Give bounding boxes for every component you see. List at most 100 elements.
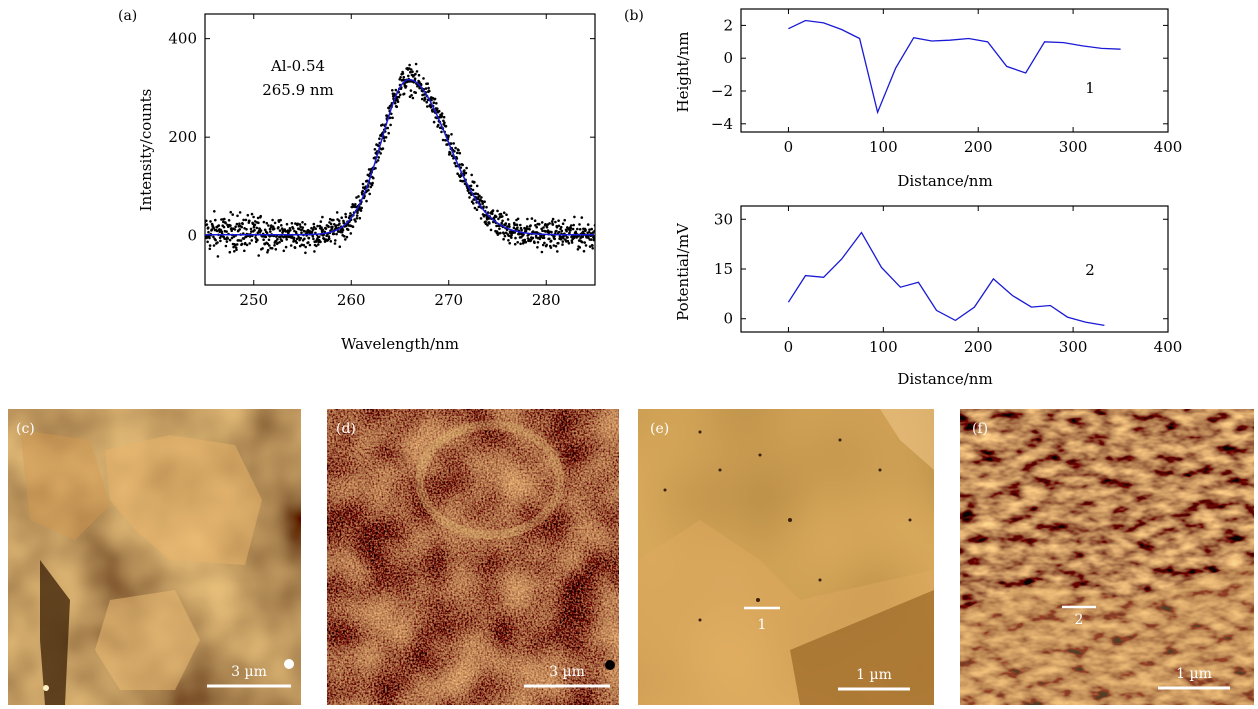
panel-a-point bbox=[452, 142, 456, 145]
panel-f-label: (f) bbox=[972, 421, 988, 437]
panel-a-point bbox=[499, 212, 503, 216]
panel-a-point bbox=[276, 237, 279, 241]
panel-a-point bbox=[269, 230, 272, 233]
panel-a-point bbox=[498, 227, 501, 231]
panel-a-point bbox=[304, 251, 307, 255]
panel-a-point bbox=[257, 254, 261, 257]
panel-a-label: (a) bbox=[118, 8, 137, 24]
panel-a-annotation-wavelength: 265.9 nm bbox=[262, 81, 334, 99]
panel-a-point bbox=[361, 189, 365, 193]
panel-a-point bbox=[321, 228, 325, 232]
panel-a-point bbox=[261, 247, 264, 250]
panel-a-point bbox=[588, 245, 592, 248]
panel-a-point bbox=[348, 214, 352, 218]
panel-b1-ytick-label: 2 bbox=[723, 16, 733, 34]
panel-a-point bbox=[561, 222, 565, 225]
panel-a-point bbox=[553, 237, 556, 241]
panel-a-point bbox=[313, 250, 316, 253]
panel-b1-xtick-label: 0 bbox=[784, 138, 794, 156]
panel-a-point bbox=[393, 101, 397, 105]
panel-a-point bbox=[284, 245, 288, 249]
panel-a-point bbox=[469, 184, 473, 188]
panel-a-point bbox=[558, 234, 562, 238]
panel-a-point bbox=[561, 243, 564, 246]
panel-a-point bbox=[411, 70, 414, 73]
panel-a-point bbox=[475, 184, 479, 188]
panel-b1-xtick-label: 100 bbox=[869, 138, 898, 156]
panel-a-point bbox=[278, 241, 281, 244]
panel-a-point bbox=[454, 146, 457, 150]
panel-a-point bbox=[243, 241, 247, 245]
panel-a-point bbox=[557, 219, 560, 222]
panel-a-point bbox=[333, 223, 336, 226]
panel-a-point bbox=[389, 116, 392, 120]
panel-a-point bbox=[303, 237, 306, 241]
panel-b2-ytick-label: 15 bbox=[714, 260, 733, 278]
panel-a-point bbox=[327, 225, 330, 229]
panel-a-point bbox=[340, 216, 344, 219]
panel-a-point bbox=[205, 223, 209, 226]
panel-a-point bbox=[244, 218, 248, 222]
panel-a-point bbox=[427, 86, 430, 90]
panel-a-point bbox=[590, 227, 593, 231]
panel-a-point bbox=[223, 217, 226, 221]
panel-a-point bbox=[504, 222, 508, 225]
panel-c-particle bbox=[43, 685, 49, 691]
panel-a-point bbox=[536, 246, 539, 249]
panel-a-point bbox=[541, 229, 544, 232]
panel-a-point bbox=[545, 225, 549, 229]
panel-a-point bbox=[518, 232, 521, 236]
panel-c-terrace bbox=[20, 430, 110, 540]
panel-a-point bbox=[361, 182, 365, 186]
panel-a-point bbox=[415, 70, 419, 73]
panel-e-bright-corner bbox=[880, 409, 934, 470]
panel-a-point bbox=[463, 169, 466, 172]
panel-a-point bbox=[229, 224, 232, 227]
panel-a-point bbox=[494, 215, 498, 218]
panel-a-point bbox=[475, 208, 479, 211]
panel-a-point bbox=[449, 142, 453, 145]
panel-a-point bbox=[377, 156, 381, 159]
panel-a-point bbox=[528, 228, 531, 231]
panel-b2-ylabel: Potential/mV bbox=[674, 222, 692, 321]
panel-a-point bbox=[486, 211, 490, 214]
panel-a-point bbox=[301, 226, 305, 229]
panel-a-point bbox=[241, 222, 244, 226]
panel-a-point bbox=[243, 249, 246, 253]
panel-a-point bbox=[248, 219, 251, 223]
panel-a-point bbox=[456, 151, 459, 155]
panel-a-point bbox=[456, 172, 459, 175]
panel-a-point bbox=[533, 219, 537, 222]
panel-a-point bbox=[465, 166, 468, 170]
panel-a-point bbox=[237, 239, 241, 242]
panel-a-point bbox=[333, 242, 337, 245]
panel-a-point bbox=[303, 230, 307, 233]
panel-a-point bbox=[355, 214, 359, 217]
panel-a-point bbox=[479, 198, 482, 201]
panel-c-image: (c) 3 µm bbox=[8, 409, 301, 705]
panel-a-point bbox=[516, 217, 520, 221]
panel-a-point bbox=[225, 240, 229, 243]
panel-a-point bbox=[414, 72, 417, 76]
panel-a-point bbox=[420, 97, 424, 101]
panel-a-point bbox=[303, 223, 307, 226]
panel-a-point bbox=[501, 215, 504, 218]
panel-a-point bbox=[454, 164, 458, 168]
panel-a-xtick-label: 270 bbox=[434, 291, 463, 309]
panel-a-point bbox=[586, 223, 590, 226]
panel-a-point bbox=[335, 224, 338, 227]
panel-c-terrace bbox=[105, 435, 262, 565]
panel-a-xtick-label: 250 bbox=[239, 291, 268, 309]
panel-a-point bbox=[399, 76, 402, 79]
panel-a-point bbox=[239, 239, 243, 242]
panel-b2-ytick-label: 30 bbox=[714, 210, 733, 228]
panel-a-point bbox=[584, 228, 587, 232]
panel-a-point bbox=[252, 215, 255, 219]
panel-a-point bbox=[332, 218, 335, 222]
panel-a-point bbox=[265, 221, 269, 225]
panel-a-point bbox=[457, 148, 460, 152]
panel-a-point bbox=[329, 240, 333, 243]
panel-a-point bbox=[214, 218, 217, 222]
panel-a-point bbox=[557, 224, 561, 228]
panel-a-point bbox=[486, 223, 489, 227]
